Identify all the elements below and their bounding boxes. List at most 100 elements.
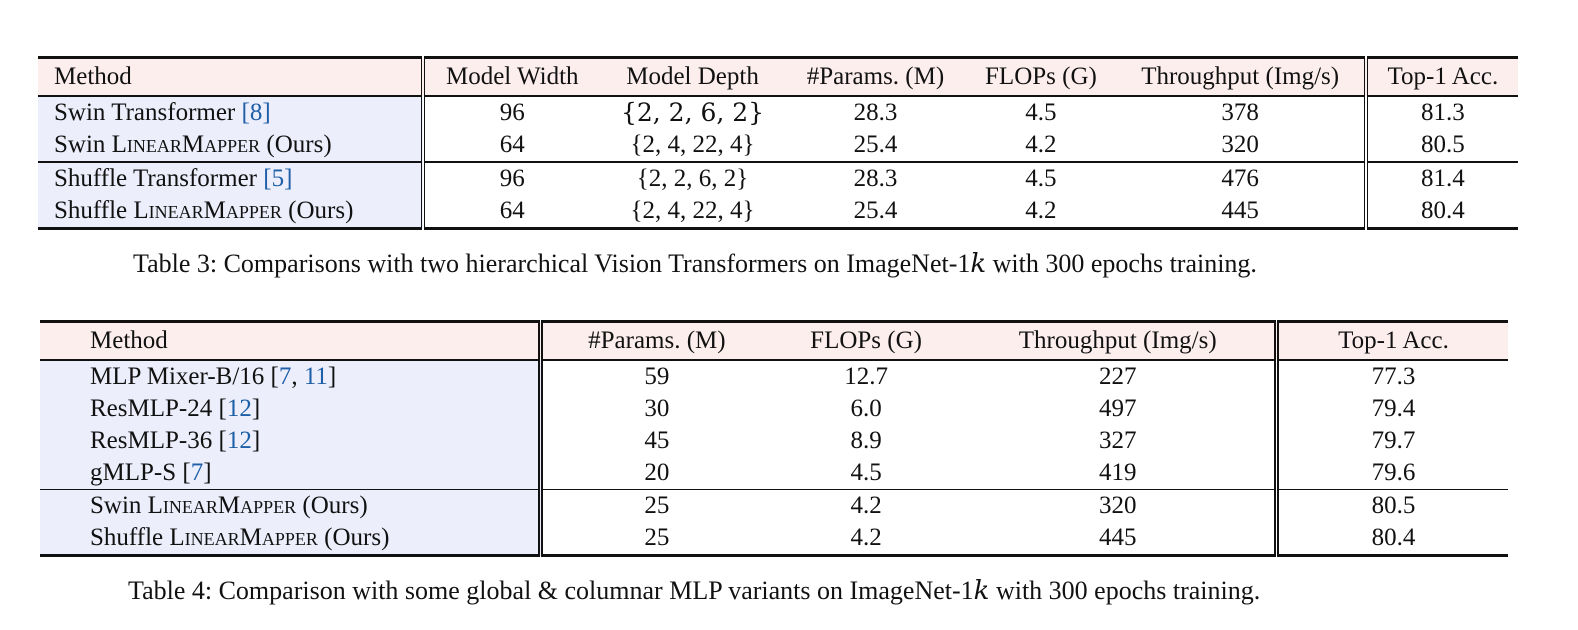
flops-cell: 8.9 bbox=[850, 427, 882, 454]
citation-close: ] bbox=[251, 427, 261, 454]
citation-link[interactable]: 7 bbox=[278, 363, 292, 390]
method-name: Swin Transformer bbox=[54, 99, 242, 126]
flops-cell: 4.5 bbox=[850, 459, 882, 486]
method-suffix: (Ours) bbox=[296, 492, 368, 519]
citation-close: ] bbox=[327, 363, 337, 390]
col-header-method: Method bbox=[38, 57, 425, 96]
table-row: Swin LinearMapper (Ours) 25 4.2 320 80.5 bbox=[40, 489, 1508, 522]
caption-text-end: with 300 epochs training. bbox=[986, 249, 1257, 278]
table-row: gMLP-S [7] 20 4.5 419 79.6 bbox=[40, 457, 1508, 490]
acc-cell: 77.3 bbox=[1371, 363, 1416, 390]
width-cell: 64 bbox=[499, 131, 525, 158]
table-4-grid: Method #Params. (M) FLOPs (G) Throughput… bbox=[40, 320, 1508, 557]
caption-text: Table 3: Comparisons with two hierarchic… bbox=[133, 249, 971, 278]
method-name: ResMLP-36 [ bbox=[90, 427, 227, 454]
table-row: Shuffle LinearMapper (Ours) 64 {2, 4, 22… bbox=[38, 195, 1518, 229]
throughput-cell: 227 bbox=[961, 360, 1280, 393]
method-name: Shuffle bbox=[54, 197, 134, 224]
method-name: gMLP-S [ bbox=[90, 459, 191, 486]
table-3-header-row: Method Model Width Model Depth #Params. … bbox=[38, 57, 1518, 96]
citation-link[interactable]: 7 bbox=[190, 459, 204, 486]
params-cell: 25.4 bbox=[853, 131, 898, 158]
table-3-caption: Table 3: Comparisons with two hierarchic… bbox=[133, 249, 1257, 279]
method-name: MLP Mixer-B/16 [ bbox=[90, 363, 279, 390]
params-cell: 30 bbox=[644, 395, 670, 422]
table-3-grid: Method Model Width Model Depth #Params. … bbox=[38, 56, 1518, 230]
citation-link[interactable]: [8] bbox=[241, 99, 271, 126]
method-suffix: (Ours) bbox=[317, 524, 390, 551]
method-cell: MLP Mixer-B/16 [7, 11] bbox=[40, 360, 543, 393]
throughput-cell: 497 bbox=[961, 393, 1280, 425]
acc-cell: 79.7 bbox=[1371, 427, 1416, 454]
table-row: Shuffle LinearMapper (Ours) 25 4.2 445 8… bbox=[40, 522, 1508, 556]
method-cell: Shuffle Transformer [5] bbox=[38, 162, 425, 195]
caption-text-end: with 300 epochs training. bbox=[989, 576, 1261, 605]
flops-cell: 4.5 bbox=[1025, 99, 1057, 126]
method-name: ResMLP-24 [ bbox=[90, 395, 227, 422]
flops-cell: 12.7 bbox=[844, 363, 888, 390]
caption-math: k bbox=[970, 249, 987, 279]
col-header-method: Method bbox=[40, 321, 543, 360]
method-cell: Shuffle LinearMapper (Ours) bbox=[40, 522, 543, 556]
method-smallcaps: LinearMapper bbox=[133, 197, 282, 224]
citation-link[interactable]: [5] bbox=[263, 165, 293, 192]
table-3: Method Model Width Model Depth #Params. … bbox=[38, 56, 1518, 230]
params-cell: 25 bbox=[644, 492, 670, 519]
col-header-top1: Top-1 Acc. bbox=[1276, 321, 1508, 360]
table-4: Method #Params. (M) FLOPs (G) Throughput… bbox=[40, 320, 1508, 557]
params-cell: 45 bbox=[644, 427, 670, 454]
throughput-cell: 445 bbox=[1116, 195, 1368, 229]
method-cell: Swin Transformer [8] bbox=[38, 96, 425, 129]
method-suffix: (Ours) bbox=[281, 197, 354, 224]
flops-cell: 4.2 bbox=[850, 524, 882, 551]
width-cell: 96 bbox=[499, 165, 525, 192]
depth-cell: {2, 4, 22, 4} bbox=[630, 131, 755, 158]
method-cell: gMLP-S [7] bbox=[40, 457, 543, 490]
width-cell: 64 bbox=[499, 197, 525, 224]
params-cell: 28.3 bbox=[853, 165, 898, 192]
citation-link[interactable]: 12 bbox=[226, 395, 252, 422]
method-name: Shuffle Transformer bbox=[54, 165, 264, 192]
table-row: ResMLP-24 [12] 30 6.0 497 79.4 bbox=[40, 393, 1508, 425]
citation-close: ] bbox=[251, 395, 261, 422]
method-smallcaps: LinearMapper bbox=[111, 131, 261, 158]
acc-cell: 80.5 bbox=[1421, 131, 1465, 158]
throughput-cell: 378 bbox=[1116, 96, 1368, 129]
citation-link[interactable]: 12 bbox=[226, 427, 252, 454]
acc-cell: 79.4 bbox=[1371, 395, 1416, 422]
col-header-throughput: Throughput (Img/s) bbox=[961, 321, 1280, 360]
method-cell: ResMLP-36 [12] bbox=[40, 425, 543, 457]
flops-cell: 4.2 bbox=[1025, 131, 1057, 158]
method-smallcaps: LinearMapper bbox=[169, 524, 318, 551]
col-header-flops: FLOPs (G) bbox=[965, 57, 1117, 96]
method-cell: Swin LinearMapper (Ours) bbox=[40, 489, 543, 522]
flops-cell: 4.2 bbox=[850, 492, 882, 519]
params-cell: 25 bbox=[644, 524, 670, 551]
acc-cell: 80.5 bbox=[1371, 492, 1416, 519]
citation-sep: , bbox=[291, 363, 304, 390]
params-cell: 59 bbox=[644, 363, 670, 390]
table-row: ResMLP-36 [12] 45 8.9 327 79.7 bbox=[40, 425, 1508, 457]
method-name: Swin bbox=[54, 131, 112, 158]
throughput-cell: 445 bbox=[961, 522, 1280, 556]
col-header-model-depth: Model Depth bbox=[599, 57, 786, 96]
throughput-cell: 419 bbox=[961, 457, 1280, 490]
col-header-params: #Params. (M) bbox=[785, 57, 966, 96]
citation-link[interactable]: 11 bbox=[303, 363, 328, 390]
citation-close: ] bbox=[203, 459, 212, 486]
throughput-cell: 476 bbox=[1116, 162, 1368, 195]
params-cell: 25.4 bbox=[853, 197, 898, 224]
throughput-cell: 320 bbox=[1116, 129, 1368, 162]
acc-cell: 81.4 bbox=[1421, 165, 1465, 192]
method-name: Swin bbox=[90, 492, 148, 519]
col-header-model-width: Model Width bbox=[423, 57, 600, 96]
table-row: Shuffle Transformer [5] 96 {2, 2, 6, 2} … bbox=[38, 162, 1518, 195]
method-cell: Shuffle LinearMapper (Ours) bbox=[38, 195, 425, 229]
table-row: Swin Transformer [8] 96 {2, 2, 6, 2} 28.… bbox=[38, 96, 1518, 129]
table-row: MLP Mixer-B/16 [7, 11] 59 12.7 227 77.3 bbox=[40, 360, 1508, 393]
acc-cell: 80.4 bbox=[1421, 197, 1465, 224]
method-smallcaps: LinearMapper bbox=[147, 492, 297, 519]
flops-cell: 4.2 bbox=[1025, 197, 1057, 224]
method-cell: ResMLP-24 [12] bbox=[40, 393, 543, 425]
caption-math: k bbox=[973, 576, 990, 606]
